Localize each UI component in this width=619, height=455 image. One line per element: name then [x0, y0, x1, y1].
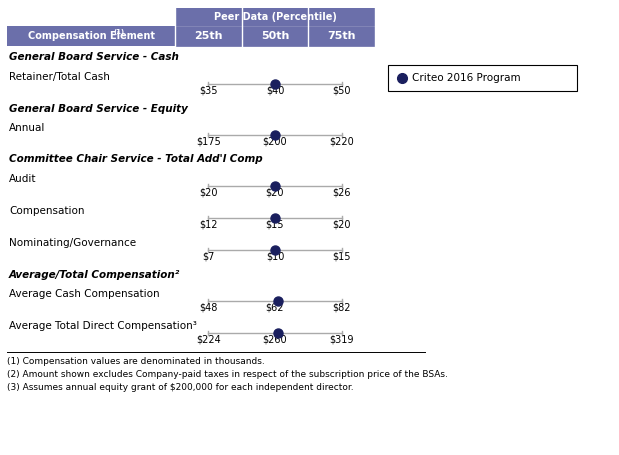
Text: Annual: Annual [9, 122, 45, 132]
Text: $40: $40 [266, 86, 284, 96]
Text: Retainer/Total Cash: Retainer/Total Cash [9, 71, 110, 81]
Text: General Board Service - Equity: General Board Service - Equity [9, 103, 188, 113]
FancyBboxPatch shape [241, 26, 308, 46]
Text: $20: $20 [199, 187, 218, 197]
Text: $319: $319 [329, 334, 354, 344]
Text: Peer Data (Percentile): Peer Data (Percentile) [214, 12, 337, 22]
Text: (1) Compensation values are denominated in thousands.: (1) Compensation values are denominated … [7, 357, 265, 366]
Text: $50: $50 [332, 86, 351, 96]
Text: Average Total Direct Compensation³: Average Total Direct Compensation³ [9, 321, 197, 331]
Text: Compensation: Compensation [9, 206, 85, 216]
Text: $82: $82 [332, 303, 351, 313]
Text: $15: $15 [332, 252, 351, 262]
Text: Committee Chair Service - Total Add'l Comp: Committee Chair Service - Total Add'l Co… [9, 155, 262, 165]
Text: $62: $62 [266, 303, 284, 313]
Text: (2) Amount shown excludes Company-paid taxes in respect of the subscription pric: (2) Amount shown excludes Company-paid t… [7, 370, 448, 379]
Text: 50th: 50th [261, 31, 289, 41]
Text: 25th: 25th [194, 31, 223, 41]
Text: $26: $26 [332, 187, 351, 197]
Text: Compensation Element: Compensation Element [27, 31, 155, 41]
Text: $35: $35 [199, 86, 218, 96]
Text: Criteo 2016 Program: Criteo 2016 Program [412, 73, 521, 83]
Text: Nominating/Governance: Nominating/Governance [9, 238, 136, 248]
Text: $15: $15 [266, 220, 284, 230]
Text: $20: $20 [266, 187, 284, 197]
Text: Average Cash Compensation: Average Cash Compensation [9, 288, 160, 298]
Text: $20: $20 [332, 220, 351, 230]
Text: Average/Total Compensation²: Average/Total Compensation² [9, 269, 180, 279]
Text: $10: $10 [266, 252, 284, 262]
Text: $7: $7 [202, 252, 215, 262]
Text: (3) Assumes annual equity grant of $200,000 for each independent director.: (3) Assumes annual equity grant of $200,… [7, 383, 353, 392]
Text: $224: $224 [196, 334, 221, 344]
Text: (1): (1) [113, 29, 124, 35]
FancyBboxPatch shape [388, 65, 577, 91]
FancyBboxPatch shape [308, 26, 375, 46]
FancyBboxPatch shape [7, 26, 175, 46]
FancyBboxPatch shape [175, 26, 241, 46]
Text: $12: $12 [199, 220, 218, 230]
Text: $175: $175 [196, 136, 221, 147]
Text: $200: $200 [262, 136, 287, 147]
Text: $220: $220 [329, 136, 354, 147]
FancyBboxPatch shape [175, 8, 375, 26]
Text: Audit: Audit [9, 174, 37, 184]
Text: General Board Service - Cash: General Board Service - Cash [9, 52, 179, 62]
Text: $260: $260 [262, 334, 287, 344]
Text: $48: $48 [199, 303, 217, 313]
Text: 75th: 75th [327, 31, 356, 41]
